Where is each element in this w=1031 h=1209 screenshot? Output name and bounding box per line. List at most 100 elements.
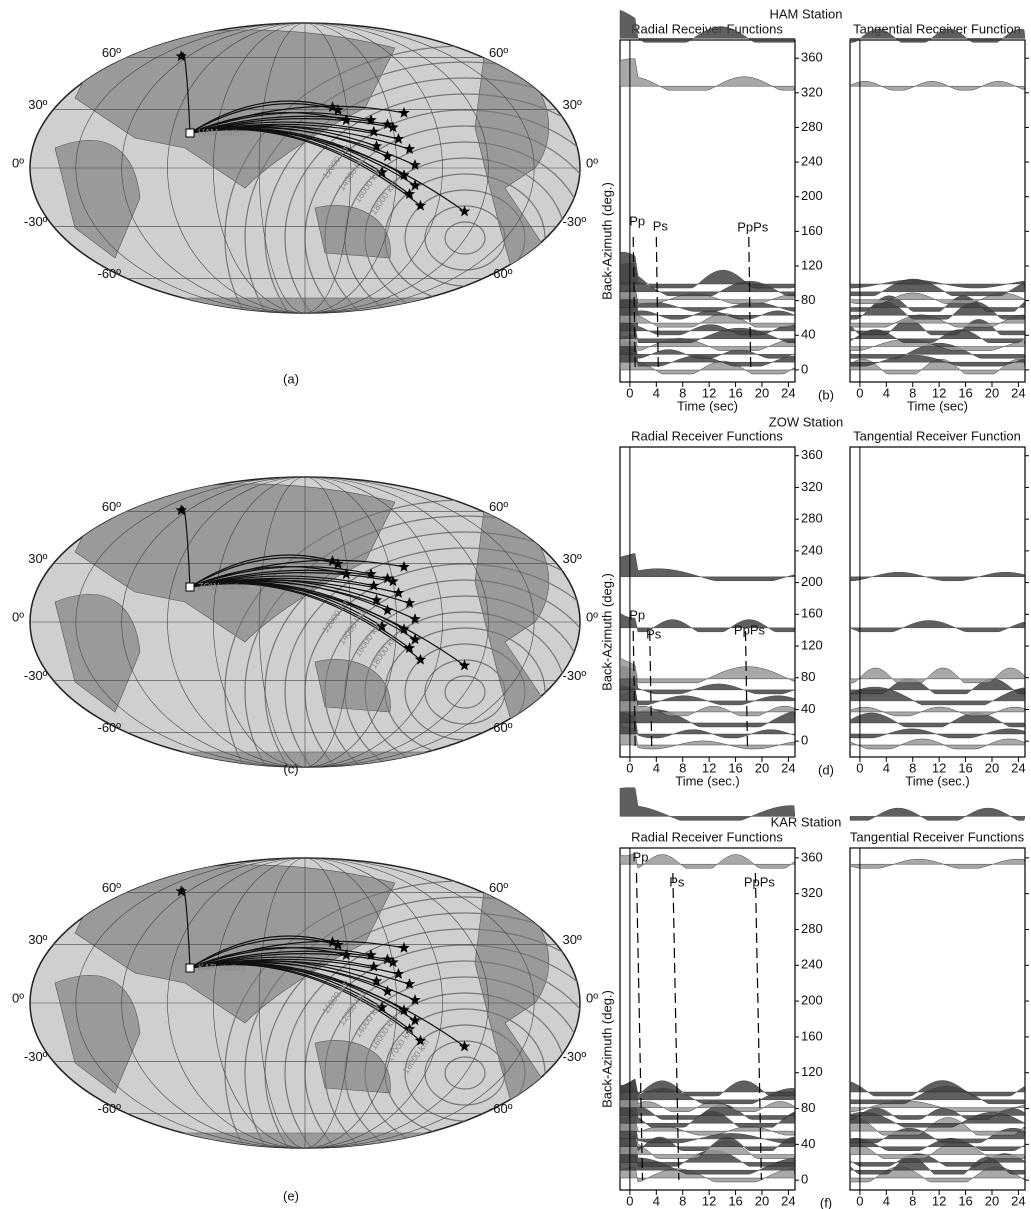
event-star [409, 159, 421, 170]
plot-frame [849, 446, 1026, 758]
event-star [458, 205, 471, 217]
phase-curve [748, 236, 752, 373]
x-tick-label: 20 [985, 1193, 999, 1208]
x-tick-label: 4 [653, 1193, 660, 1208]
lat-label: -30º [563, 1049, 587, 1064]
x-tick-label: 20 [985, 385, 999, 400]
trace [619, 852, 796, 869]
lat-label: 0º [12, 155, 24, 170]
phase-label: Ps [669, 874, 685, 889]
x-axis-label: Time (sec) [907, 398, 968, 413]
trace [849, 678, 1026, 695]
distance-contour [324, 579, 580, 767]
caption: (f) [820, 1195, 832, 1209]
event-star [340, 949, 352, 960]
lat-label: 30º [563, 932, 582, 947]
x-tick-label: 8 [679, 385, 686, 400]
event-star [387, 956, 399, 968]
lat-label: 0º [586, 990, 598, 1005]
y-axis-label: Back-Azimuth (deg.) [599, 573, 614, 691]
y-tick-label: 360 [801, 50, 823, 65]
x-tick-label: 0 [856, 760, 863, 775]
lat-label: -60º [489, 266, 513, 281]
trace [619, 58, 796, 91]
distance-contour [424, 205, 506, 271]
land [54, 975, 141, 1094]
event-star [398, 941, 410, 953]
y-axis-label: Back-Azimuth (deg.) [599, 182, 614, 300]
lat-label: 0º [12, 990, 24, 1005]
map: 60º 60º 30º 30º 0º 0º -30º -30º -60º -60º KAR stat… [12, 857, 598, 1203]
event-star [403, 978, 416, 989]
y-tick-label: 320 [801, 479, 823, 494]
event-star [368, 960, 380, 972]
trace [619, 684, 796, 706]
x-tick-label: 24 [1011, 1193, 1025, 1208]
lat-label: 0º [586, 609, 598, 624]
event-star [398, 106, 410, 118]
event-star [409, 633, 421, 645]
tangential-title: Tangential Receiver Function [853, 428, 1021, 443]
event-star [381, 118, 394, 130]
trace [849, 858, 1026, 869]
ray-path [189, 559, 405, 588]
station [185, 963, 195, 973]
event-star [392, 133, 405, 144]
ray-path [189, 118, 394, 134]
y-tick-label: 0 [801, 361, 808, 376]
station-label: KAR station [198, 962, 246, 972]
trace [849, 342, 1026, 359]
y-tick-label: 200 [801, 574, 823, 589]
y-tick-label: 120 [801, 637, 823, 652]
distance-contour [324, 960, 580, 1148]
event-star [340, 114, 352, 125]
phase-curve [635, 872, 644, 1181]
x-tick-label: 4 [653, 760, 660, 775]
x-tick-label: 20 [755, 760, 769, 775]
trace [849, 738, 1026, 750]
tangential-title: Tangential Receiver Function [853, 21, 1021, 36]
trace [619, 295, 796, 328]
x-tick-label: 16 [728, 385, 742, 400]
station [185, 582, 195, 592]
lat-label: 60º [489, 45, 508, 60]
x-tick-label: 8 [909, 1193, 916, 1208]
ray-path [189, 578, 377, 601]
event-star [398, 1004, 410, 1016]
phase-curve [754, 872, 762, 1181]
x-tick-label: 8 [909, 385, 916, 400]
x-tick-label: 16 [958, 1193, 972, 1208]
lat-label: 30º [28, 551, 47, 566]
event-star [376, 166, 388, 178]
distance-contour [284, 928, 580, 1148]
lat-label: 0º [12, 609, 24, 624]
station [185, 128, 195, 138]
event-star [414, 1034, 427, 1046]
lat-label: 60º [102, 880, 121, 895]
trace [619, 612, 796, 633]
event-star [409, 1014, 421, 1026]
event-star [376, 620, 388, 632]
trace [619, 688, 796, 717]
y-tick-label: 40 [801, 327, 815, 342]
ray-path [189, 572, 394, 588]
x-tick-label: 12 [932, 385, 946, 400]
plot-frame [849, 847, 1026, 1191]
caption: (c) [283, 761, 298, 776]
trace [619, 553, 796, 582]
trace [849, 279, 1026, 289]
trace [619, 251, 796, 289]
trace [619, 334, 796, 351]
ray-path [189, 105, 405, 134]
x-axis-label: Time (sec.) [675, 773, 740, 788]
lat-label: 60º [102, 499, 121, 514]
ray-path [189, 940, 405, 969]
trace [849, 1080, 1026, 1097]
y-tick-label: 160 [801, 606, 823, 621]
y-tick-label: 280 [801, 511, 823, 526]
trace [619, 1114, 796, 1136]
event-star [414, 653, 427, 665]
trace [619, 306, 796, 336]
